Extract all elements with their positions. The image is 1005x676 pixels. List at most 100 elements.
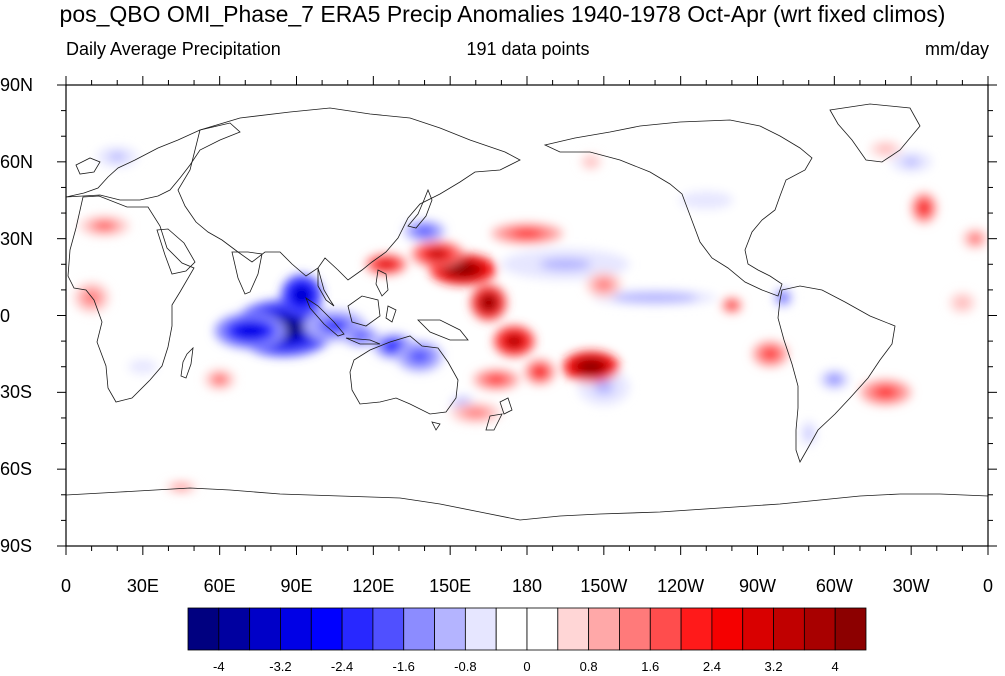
lon-label: 180: [511, 576, 543, 596]
subtitle-center: 191 data points: [466, 39, 590, 59]
colorbar-swatch: [280, 607, 312, 651]
coastlines: [66, 103, 988, 521]
colorbar-label: -4: [213, 659, 225, 674]
anomaly-blob: [763, 348, 778, 360]
anomaly-blob: [487, 375, 506, 384]
lon-label: 150E: [429, 576, 472, 596]
anomaly-blob: [385, 341, 403, 352]
lon-label: 60W: [815, 576, 853, 596]
anomaly-blob: [727, 302, 736, 309]
anomaly-blob: [465, 408, 487, 417]
anomaly-blob: [481, 295, 496, 310]
colorbar-label: 4: [831, 659, 839, 674]
anomaly-blob: [322, 319, 348, 332]
map-background: [66, 85, 988, 546]
lat-label: 30S: [0, 382, 33, 403]
colorbar-swatch: [680, 607, 713, 651]
lon-label: 60E: [203, 576, 236, 596]
colorbar-label: 2.4: [702, 659, 721, 674]
anomaly-blob: [236, 323, 265, 339]
lat-label: 90S: [0, 536, 33, 556]
colorbar-swatch: [341, 607, 374, 651]
lat-label: 90N: [0, 75, 34, 95]
anomaly-blob: [805, 428, 812, 439]
subtitle-right: mm/day: [924, 39, 989, 59]
anomaly-blob: [512, 229, 542, 238]
anomaly-blob: [377, 260, 395, 269]
anomaly-blob: [449, 263, 477, 276]
anomaly-blob: [539, 258, 592, 271]
lon-label: 150W: [580, 576, 628, 596]
colorbar-swatch: [834, 607, 867, 651]
axis-ticks: [57, 76, 997, 555]
colorbar-swatch: [742, 607, 774, 651]
colorbar-label: 3.2: [764, 659, 783, 674]
anomaly-blob: [630, 294, 680, 301]
anomaly-blob: [579, 360, 603, 373]
colorbar-swatch: [803, 607, 836, 651]
anomaly-blob: [918, 201, 930, 215]
anomaly-blob: [879, 145, 892, 153]
anomaly-blob: [690, 195, 722, 206]
colorbar-label: 1.6: [641, 659, 660, 674]
anomaly-blob: [353, 331, 368, 341]
colorbar-label: 0: [523, 659, 531, 674]
colorbar-swatch: [619, 607, 651, 651]
lon-label: 90E: [280, 576, 313, 596]
colorbar-swatch: [526, 607, 559, 651]
colorbar-swatch: [773, 607, 805, 651]
lon-label: 120W: [657, 576, 705, 596]
colorbar-swatch: [372, 607, 405, 651]
lon-label: 120E: [352, 576, 395, 596]
lon-label: 30E: [126, 576, 159, 596]
colorbar-label: 0.8: [579, 659, 598, 674]
colorbar-swatch: [403, 607, 435, 651]
lon-label: 30W: [892, 576, 930, 596]
anomaly-blob: [109, 152, 126, 161]
precip-anomaly-field: [73, 141, 988, 493]
colorbar-swatch: [649, 607, 682, 651]
colorbar-swatch: [310, 607, 343, 651]
colorbar-swatch: [711, 607, 744, 651]
colorbar-label: -0.8: [454, 659, 477, 674]
anomaly-blob: [593, 380, 615, 395]
colorbar-swatch: [218, 607, 251, 651]
anomaly-blob: [94, 221, 115, 230]
colorbar-swatch: [434, 607, 466, 651]
anomaly-blob: [293, 286, 310, 304]
anomaly-blob: [596, 279, 612, 290]
anomaly-blob: [970, 234, 981, 243]
anomaly-blob: [828, 375, 841, 384]
anomaly-blob: [410, 350, 429, 363]
lon-label: 0: [982, 576, 993, 596]
plot-title: pos_QBO OMI_Phase_7 ERA5 Precip Anomalie…: [59, 1, 946, 27]
anomaly-blob: [427, 248, 448, 260]
subtitle-left: Daily Average Precipitation: [66, 39, 281, 59]
lat-label: 60N: [0, 151, 34, 172]
anomaly-blob: [902, 157, 920, 166]
colorbar-swatch: [495, 607, 528, 651]
lon-label: 0: [60, 576, 71, 596]
colorbar-label: -1.6: [392, 659, 415, 674]
anomaly-blob: [875, 387, 896, 398]
colorbar-swatch: [187, 607, 220, 651]
colorbar-swatch: [249, 607, 281, 651]
anomaly-blob: [213, 375, 226, 384]
colorbar: [187, 607, 867, 651]
colorbar-swatch: [588, 607, 620, 651]
lon-label: 90W: [738, 576, 776, 596]
colorbar-label: -2.4: [330, 659, 354, 674]
anomaly-blob: [533, 366, 546, 377]
anomaly-blob: [957, 298, 968, 307]
colorbar-swatch: [464, 607, 497, 651]
anomaly-blob: [586, 158, 596, 165]
anomaly-blob: [134, 362, 152, 371]
lat-label: 60S: [0, 459, 33, 480]
colorbar-swatch: [557, 607, 590, 651]
anomaly-blob: [505, 334, 523, 348]
anomaly-blob: [416, 226, 433, 236]
lat-label: 0: [0, 305, 11, 326]
colorbar-label: -3.2: [269, 659, 292, 674]
lat-label: 30N: [0, 228, 34, 249]
